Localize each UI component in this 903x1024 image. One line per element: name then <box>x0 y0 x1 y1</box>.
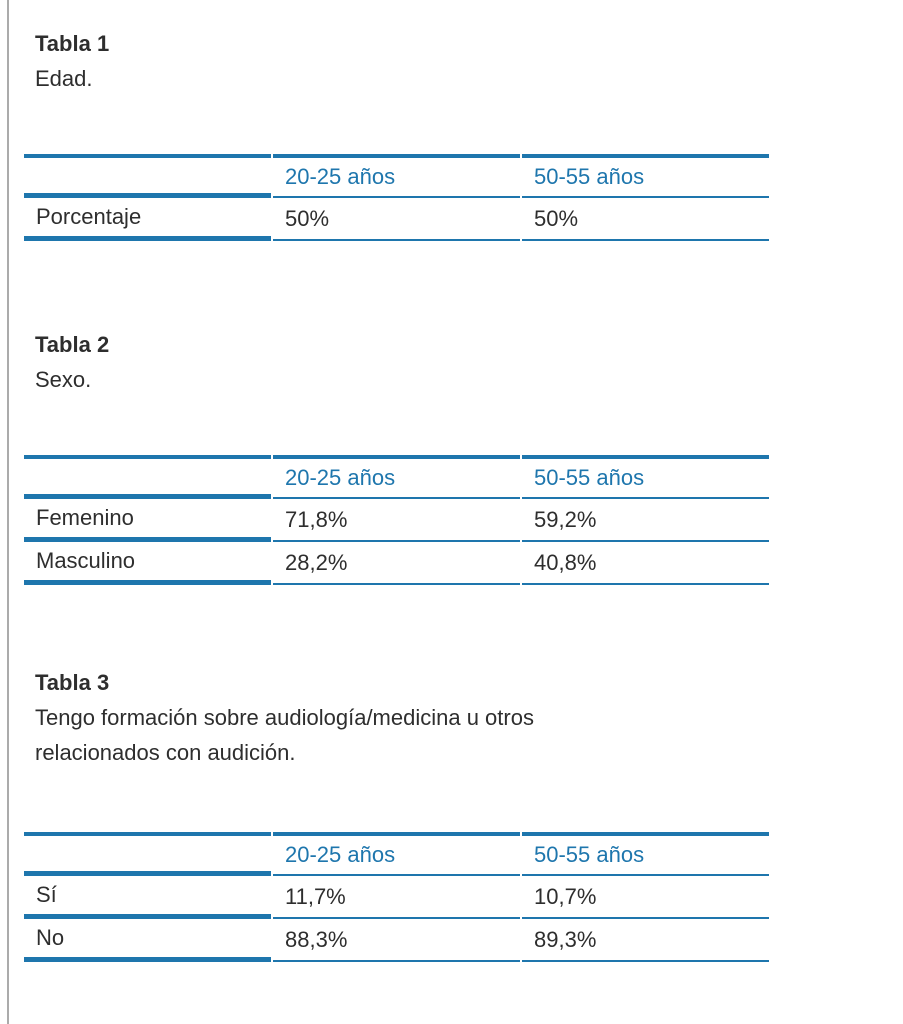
column-header: 20-25 años <box>273 832 520 876</box>
page-edge-line <box>7 0 9 1024</box>
corner-cell <box>24 832 271 876</box>
row-label: Sí <box>24 876 271 919</box>
section-tabla-3: Tabla 3 Tengo formación sobre audiología… <box>22 665 863 962</box>
table-row: Femenino 71,8% 59,2% <box>24 499 769 542</box>
cell-value: 10,7% <box>522 876 769 919</box>
section-tabla-2: Tabla 2 Sexo. 20-25 años 50-55 años Feme… <box>22 327 863 585</box>
column-header: 50-55 años <box>522 832 769 876</box>
column-header: 50-55 años <box>522 154 769 198</box>
page-content: Tabla 1 Edad. 20-25 años 50-55 años Porc… <box>22 26 863 962</box>
column-header: 20-25 años <box>273 154 520 198</box>
cell-value: 71,8% <box>273 499 520 542</box>
cell-value: 11,7% <box>273 876 520 919</box>
section-tabla-1: Tabla 1 Edad. 20-25 años 50-55 años Porc… <box>22 26 863 241</box>
data-table: 20-25 años 50-55 años Sí 11,7% 10,7% No … <box>22 832 771 962</box>
cell-value: 59,2% <box>522 499 769 542</box>
cell-value: 28,2% <box>273 542 520 585</box>
table-title: Tabla 1 <box>35 31 110 56</box>
row-label: Femenino <box>24 499 271 542</box>
section-head: Tabla 1 Edad. <box>35 26 863 96</box>
section-head: Tabla 3 Tengo formación sobre audiología… <box>35 665 863 770</box>
cell-value: 88,3% <box>273 919 520 962</box>
table-row: Sí 11,7% 10,7% <box>24 876 769 919</box>
data-table: 20-25 años 50-55 años Porcentaje 50% 50% <box>22 154 771 241</box>
column-header: 20-25 años <box>273 455 520 499</box>
table-row: No 88,3% 89,3% <box>24 919 769 962</box>
table-caption: Tengo formación sobre audiología/medicin… <box>35 705 534 765</box>
header-row: 20-25 años 50-55 años <box>24 832 769 876</box>
table-row: Porcentaje 50% 50% <box>24 198 769 241</box>
row-label: Masculino <box>24 542 271 585</box>
table-title: Tabla 3 <box>35 670 110 695</box>
row-label: Porcentaje <box>24 198 271 241</box>
table-title: Tabla 2 <box>35 332 110 357</box>
cell-value: 89,3% <box>522 919 769 962</box>
table-caption: Sexo. <box>35 367 92 392</box>
cell-value: 40,8% <box>522 542 769 585</box>
header-row: 20-25 años 50-55 años <box>24 154 769 198</box>
table-caption: Edad. <box>35 66 93 91</box>
cell-value: 50% <box>522 198 769 241</box>
corner-cell <box>24 455 271 499</box>
section-head: Tabla 2 Sexo. <box>35 327 863 397</box>
row-label: No <box>24 919 271 962</box>
data-table: 20-25 años 50-55 años Femenino 71,8% 59,… <box>22 455 771 585</box>
corner-cell <box>24 154 271 198</box>
header-row: 20-25 años 50-55 años <box>24 455 769 499</box>
column-header: 50-55 años <box>522 455 769 499</box>
cell-value: 50% <box>273 198 520 241</box>
table-row: Masculino 28,2% 40,8% <box>24 542 769 585</box>
